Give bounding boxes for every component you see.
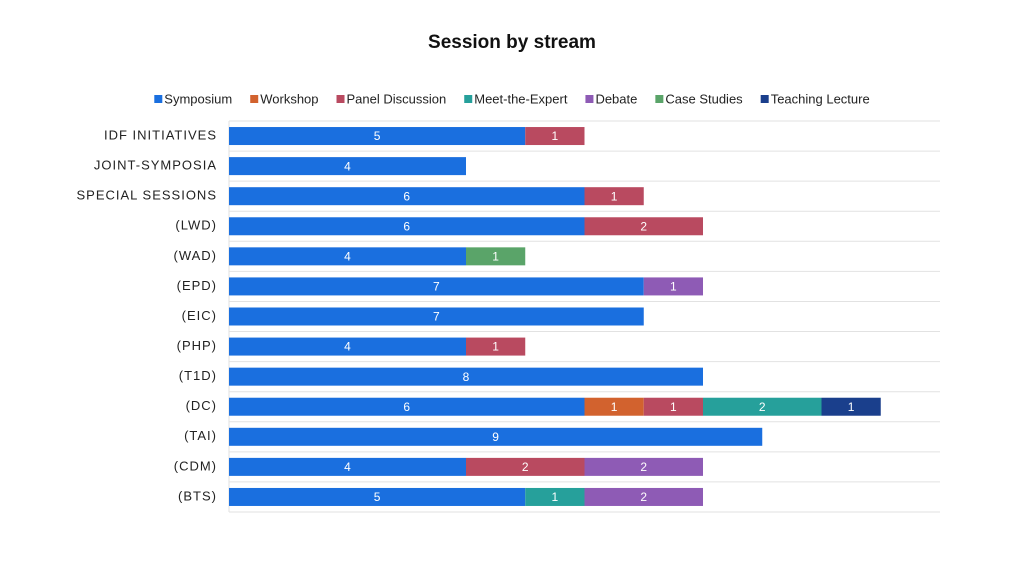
legend-label: Meet-the-Expert bbox=[474, 91, 568, 106]
data-label: 5 bbox=[374, 129, 381, 143]
legend-swatch bbox=[585, 95, 594, 103]
bar-segment bbox=[229, 367, 703, 386]
y-tick-label: JOINT-SYMPOSIA bbox=[94, 158, 217, 173]
bar-segment bbox=[584, 487, 703, 506]
data-label: 1 bbox=[552, 490, 559, 504]
data-label: 1 bbox=[552, 129, 559, 143]
bar-segment bbox=[466, 247, 526, 266]
legend-swatch bbox=[760, 95, 769, 103]
legend-swatch bbox=[336, 95, 345, 103]
bar-segment bbox=[229, 127, 526, 146]
data-label: 6 bbox=[403, 400, 410, 414]
legend-label: Workshop bbox=[260, 91, 318, 106]
bar-segment bbox=[584, 397, 644, 416]
data-label: 1 bbox=[611, 189, 618, 203]
y-tick-label: SPECIAL SESSIONS bbox=[76, 188, 217, 203]
data-label: 4 bbox=[344, 159, 351, 173]
data-label: 4 bbox=[344, 340, 351, 354]
legend-swatch bbox=[154, 95, 163, 103]
bar-segment bbox=[229, 247, 466, 266]
y-tick-label: (TAI) bbox=[184, 428, 217, 443]
data-label: 2 bbox=[640, 490, 647, 504]
bar-segment bbox=[229, 487, 526, 506]
chart-title: Session by stream bbox=[428, 32, 596, 53]
legend-label: Symposium bbox=[164, 91, 232, 106]
data-label: 7 bbox=[433, 280, 440, 294]
legend-label: Debate bbox=[595, 91, 637, 106]
y-tick-label: (BTS) bbox=[178, 488, 217, 503]
y-tick-label: (DC) bbox=[186, 398, 217, 413]
legend-swatch bbox=[250, 95, 259, 103]
bar-segment bbox=[229, 307, 644, 326]
data-label: 6 bbox=[403, 219, 410, 233]
data-label: 8 bbox=[463, 370, 470, 384]
bar-segment bbox=[229, 187, 585, 206]
y-tick-label: (T1D) bbox=[179, 368, 217, 383]
data-label: 4 bbox=[344, 460, 351, 474]
bar-segment bbox=[466, 337, 526, 356]
legend-label: Case Studies bbox=[665, 91, 743, 106]
data-label: 1 bbox=[611, 400, 618, 414]
y-tick-label: (EIC) bbox=[182, 308, 217, 323]
legend-swatch bbox=[464, 95, 473, 103]
bar-segment bbox=[643, 397, 703, 416]
bar-segment bbox=[229, 457, 466, 476]
legend-label: Panel Discussion bbox=[347, 91, 447, 106]
bar-segment bbox=[584, 187, 644, 206]
data-label: 6 bbox=[403, 189, 410, 203]
data-label: 9 bbox=[492, 430, 499, 444]
bar-segment bbox=[525, 127, 585, 146]
y-tick-label: (LWD) bbox=[175, 218, 217, 233]
y-tick-label: (WAD) bbox=[173, 248, 217, 263]
y-tick-label: (CDM) bbox=[174, 458, 217, 473]
data-label: 1 bbox=[492, 340, 499, 354]
data-label: 5 bbox=[374, 490, 381, 504]
bar-segment bbox=[584, 217, 703, 236]
data-label: 7 bbox=[433, 310, 440, 324]
bar-segment bbox=[229, 217, 585, 236]
bar-segment bbox=[703, 397, 822, 416]
data-label: 2 bbox=[640, 219, 647, 233]
bar-segment bbox=[466, 457, 585, 476]
data-label: 1 bbox=[848, 400, 855, 414]
data-label: 2 bbox=[522, 460, 529, 474]
data-label: 2 bbox=[640, 460, 647, 474]
bar-segment bbox=[643, 277, 703, 296]
bar-segment bbox=[229, 397, 585, 416]
data-label: 2 bbox=[759, 400, 766, 414]
bar-segment bbox=[229, 277, 644, 296]
data-label: 1 bbox=[670, 280, 677, 294]
legend-swatch bbox=[655, 95, 664, 103]
bar-segment bbox=[229, 427, 763, 446]
data-label: 1 bbox=[492, 250, 499, 264]
legend-label: Teaching Lecture bbox=[771, 91, 870, 106]
bar-segment bbox=[229, 337, 466, 356]
y-tick-label: IDF INITIATIVES bbox=[104, 127, 217, 142]
data-label: 1 bbox=[670, 400, 677, 414]
data-label: 4 bbox=[344, 250, 351, 264]
bar-segment bbox=[821, 397, 881, 416]
bar-segment bbox=[584, 457, 703, 476]
y-tick-label: (EPD) bbox=[177, 278, 217, 293]
bar-segment bbox=[525, 487, 585, 506]
bar-segment bbox=[229, 157, 466, 176]
y-tick-label: (PHP) bbox=[177, 338, 217, 353]
